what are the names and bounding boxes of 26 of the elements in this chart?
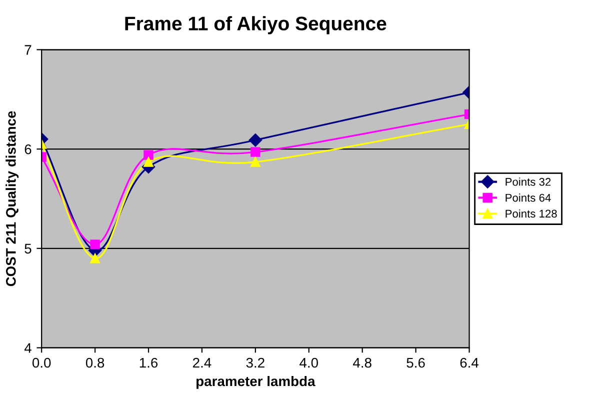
x-tick-label: 1.6 bbox=[140, 358, 158, 368]
point bbox=[250, 147, 260, 157]
y-tick-label: 4 bbox=[24, 343, 32, 353]
x-tick-label: 2.4 bbox=[193, 358, 212, 368]
y-axis-title: COST 211 Quality distance bbox=[6, 111, 19, 286]
point bbox=[144, 157, 154, 167]
x-tick-label: 6.4 bbox=[460, 358, 479, 368]
x-tick-label: 4.8 bbox=[353, 358, 372, 368]
point bbox=[144, 150, 154, 160]
point bbox=[248, 134, 262, 147]
x-tick-label: 0.8 bbox=[86, 358, 104, 368]
legend-label: Points 128 bbox=[506, 209, 557, 218]
legend-label: Points 32 bbox=[506, 178, 551, 186]
legend-label: Points 64 bbox=[506, 194, 551, 202]
point bbox=[90, 253, 100, 264]
point bbox=[90, 240, 100, 250]
y-tick-label: 6 bbox=[24, 144, 32, 154]
x-tick-label: 3.2 bbox=[246, 358, 264, 368]
x-tick-label: 0.0 bbox=[32, 358, 51, 368]
x-axis-title: parameter lambda bbox=[196, 376, 316, 389]
y-tick-label: 5 bbox=[24, 244, 32, 254]
point bbox=[250, 157, 260, 167]
x-tick-label: 4.0 bbox=[300, 358, 318, 368]
x-tick-label: 5.6 bbox=[406, 358, 425, 368]
chart-title: Frame 11 of Akiyo Sequence bbox=[125, 16, 386, 34]
y-tick-label: 7 bbox=[24, 45, 32, 55]
